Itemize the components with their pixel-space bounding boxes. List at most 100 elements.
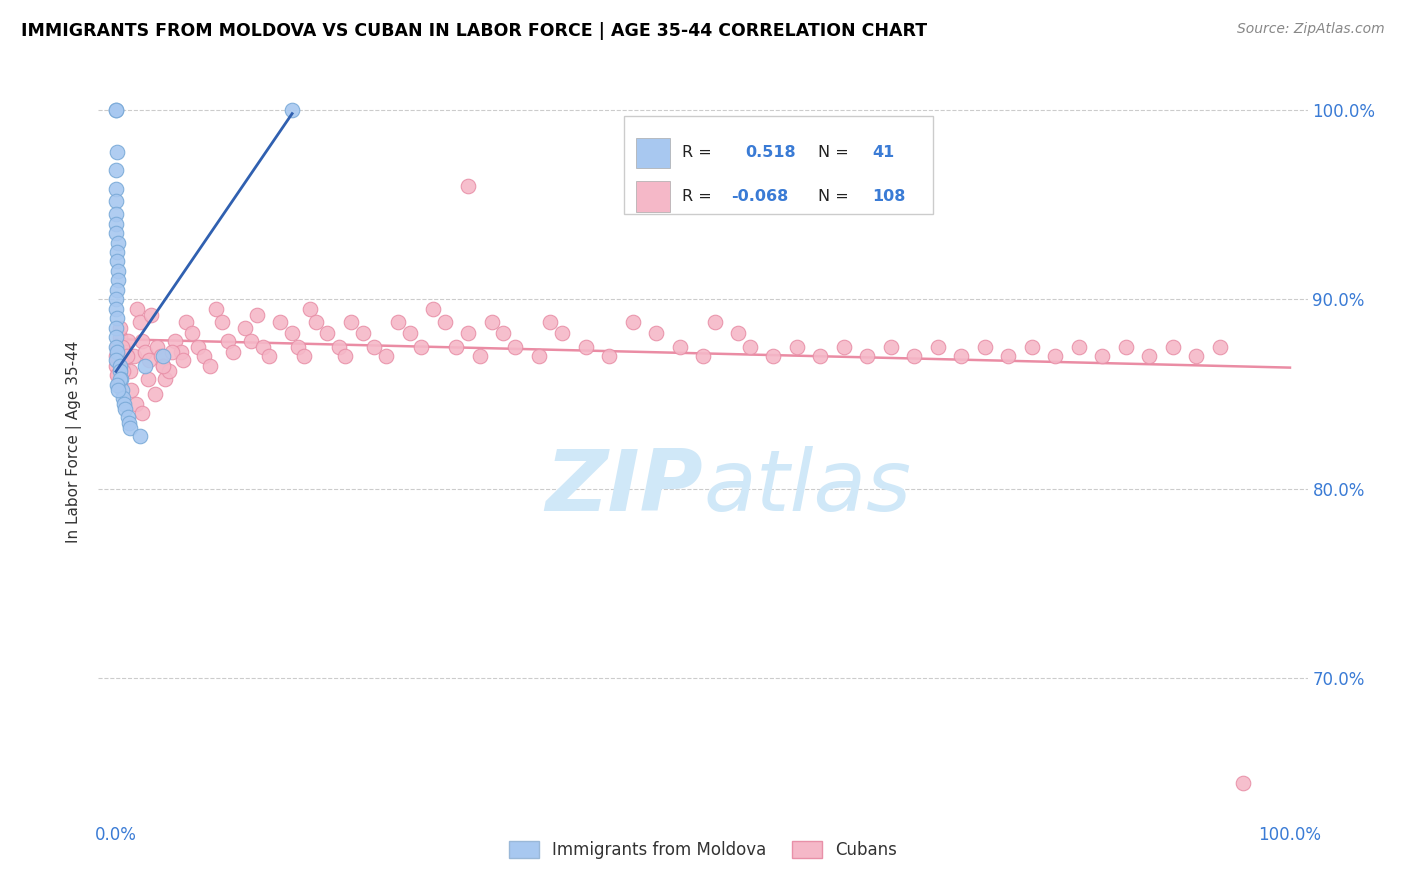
- Point: [117, 409, 139, 424]
- Point: [298, 301, 321, 316]
- Y-axis label: In Labor Force | Age 35-44: In Labor Force | Age 35-44: [66, 341, 83, 542]
- Point: [146, 340, 169, 354]
- Point: [246, 308, 269, 322]
- Legend: Immigrants from Moldova, Cubans: Immigrants from Moldova, Cubans: [502, 834, 904, 865]
- Point: [233, 320, 256, 334]
- Point: [163, 334, 186, 348]
- Point: [172, 353, 194, 368]
- Point: [340, 315, 363, 329]
- Point: [105, 345, 128, 359]
- Point: [112, 353, 135, 368]
- Point: [152, 359, 174, 373]
- Point: [105, 194, 128, 208]
- Point: [134, 359, 156, 373]
- Point: [105, 103, 128, 117]
- Bar: [637, 137, 671, 168]
- Point: [187, 340, 209, 354]
- Point: [112, 396, 135, 410]
- Text: N =: N =: [818, 145, 849, 161]
- Point: [117, 334, 139, 348]
- Point: [105, 377, 128, 392]
- Text: R =: R =: [682, 145, 713, 161]
- Point: [352, 326, 374, 341]
- Point: [204, 301, 226, 316]
- Point: [105, 340, 128, 354]
- Text: R =: R =: [682, 189, 713, 204]
- Point: [120, 384, 142, 398]
- Point: [120, 421, 142, 435]
- Point: [422, 301, 444, 316]
- Point: [1091, 349, 1114, 363]
- Point: [108, 372, 131, 386]
- Text: N =: N =: [818, 189, 849, 204]
- Point: [114, 402, 136, 417]
- Point: [1043, 349, 1066, 363]
- Point: [128, 429, 150, 443]
- Point: [411, 340, 433, 354]
- Point: [668, 340, 690, 354]
- Point: [1067, 340, 1090, 354]
- Point: [503, 340, 526, 354]
- Point: [252, 340, 274, 354]
- Point: [481, 315, 503, 329]
- Point: [287, 340, 309, 354]
- Point: [155, 372, 177, 386]
- Point: [808, 349, 831, 363]
- Text: atlas: atlas: [703, 445, 911, 529]
- Point: [105, 207, 128, 221]
- Point: [105, 368, 128, 383]
- Point: [131, 406, 153, 420]
- Point: [269, 315, 291, 329]
- Point: [1021, 340, 1043, 354]
- Point: [105, 320, 128, 334]
- Point: [115, 349, 138, 363]
- Point: [1185, 349, 1208, 363]
- Point: [457, 178, 479, 193]
- Point: [304, 315, 326, 329]
- Point: [281, 103, 304, 117]
- Point: [1232, 776, 1254, 790]
- Point: [468, 349, 491, 363]
- FancyBboxPatch shape: [624, 115, 932, 214]
- Point: [217, 334, 239, 348]
- Point: [118, 416, 141, 430]
- Point: [107, 377, 129, 392]
- Point: [997, 349, 1019, 363]
- Point: [363, 340, 385, 354]
- Point: [169, 345, 191, 359]
- Point: [149, 349, 172, 363]
- Point: [927, 340, 949, 354]
- Point: [1161, 340, 1184, 354]
- Point: [621, 315, 644, 329]
- Point: [1137, 349, 1160, 363]
- Point: [162, 345, 184, 359]
- Point: [762, 349, 785, 363]
- Point: [125, 396, 148, 410]
- Point: [703, 315, 725, 329]
- Point: [375, 349, 398, 363]
- Point: [387, 315, 409, 329]
- Point: [176, 315, 198, 329]
- Text: ZIP: ZIP: [546, 445, 703, 529]
- Point: [105, 182, 128, 196]
- Point: [193, 349, 215, 363]
- Point: [181, 326, 204, 341]
- Point: [240, 334, 263, 348]
- Point: [107, 349, 129, 363]
- Point: [328, 340, 350, 354]
- Point: [105, 145, 128, 159]
- Point: [112, 391, 135, 405]
- Point: [973, 340, 995, 354]
- Point: [105, 311, 128, 326]
- Point: [141, 308, 163, 322]
- Point: [108, 364, 131, 378]
- Point: [136, 372, 159, 386]
- Point: [211, 315, 233, 329]
- Point: [134, 345, 156, 359]
- Point: [198, 359, 221, 373]
- Point: [108, 359, 131, 373]
- Point: [107, 384, 129, 398]
- Point: [105, 163, 128, 178]
- Point: [105, 283, 128, 297]
- Point: [110, 372, 132, 386]
